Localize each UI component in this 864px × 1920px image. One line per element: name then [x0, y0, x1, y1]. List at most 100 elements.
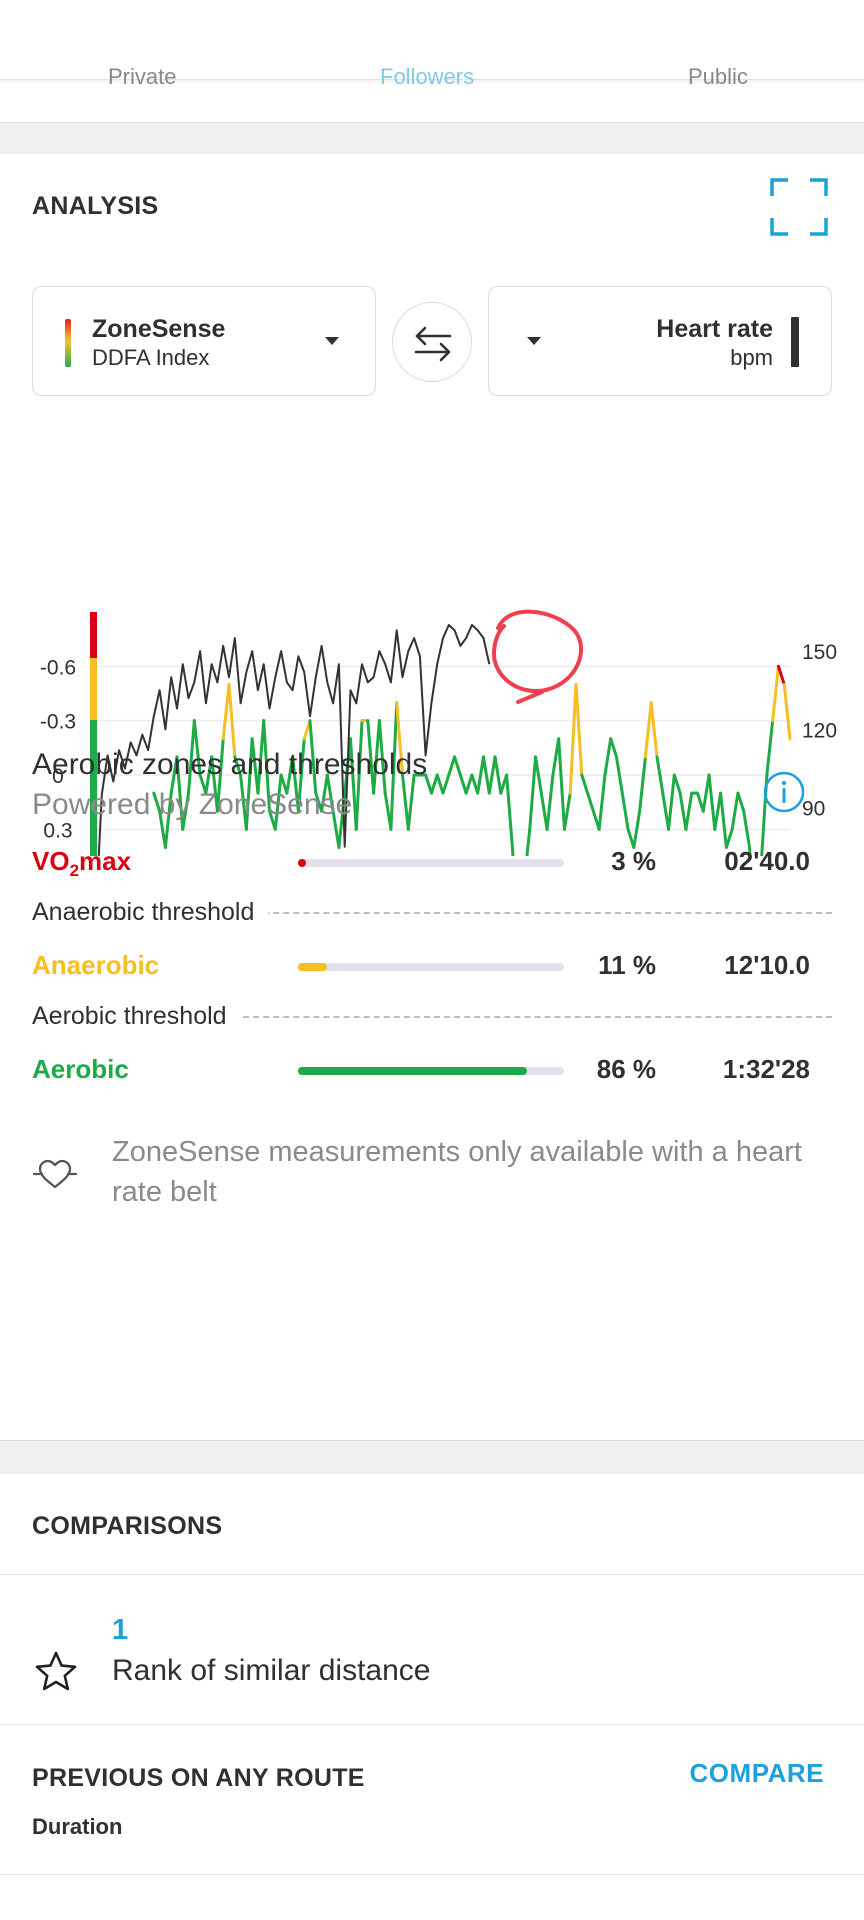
- zonesense-line-segment: [713, 791, 723, 831]
- divider: [0, 1724, 864, 1725]
- zonesense-line-segment: [458, 773, 468, 795]
- zonesense-line-segment: [487, 755, 497, 795]
- zonesense-line-segment: [736, 791, 746, 813]
- aerobic-threshold-label: Aerobic threshold: [32, 1002, 241, 1031]
- tab-followers[interactable]: Followers: [380, 64, 475, 89]
- comparisons-section: COMPARISONS 1 Rank of similar distance P…: [0, 1474, 864, 1920]
- zone-pct-anaerobic: 11 %: [598, 950, 656, 980]
- zonesense-line-segment: [395, 701, 405, 777]
- tab-private[interactable]: Private: [108, 64, 177, 89]
- zone-bar-fill: [298, 1067, 527, 1075]
- zonesense-line-segment: [638, 755, 647, 813]
- left-metric-sub: DDFA Index: [92, 345, 210, 370]
- zonesense-line-segment: [325, 773, 335, 813]
- annotation-stroke: [516, 690, 544, 704]
- zonesense-line-segment: [348, 737, 358, 831]
- swap-arrows-icon: [414, 326, 452, 362]
- y-right-tick: 90: [802, 798, 825, 821]
- zonesense-line-segment: [424, 773, 433, 795]
- zonesense-line-segment: [354, 719, 364, 831]
- analysis-chart[interactable]: -0.6-0.300.30.60.9150120906000'02.029'40…: [0, 436, 864, 856]
- zone-name-anaerobic: Anaerobic: [32, 950, 160, 980]
- caret-down-icon: [527, 337, 541, 345]
- zonesense-line-segment: [655, 755, 665, 795]
- zonesense-line-segment: [609, 737, 618, 759]
- zonesense-line-segment: [545, 773, 555, 831]
- zonesense-line-segment: [562, 791, 572, 831]
- zone-bar-fill: [298, 963, 328, 971]
- zonesense-line-segment: [742, 809, 752, 849]
- zonesense-line-segment: [158, 809, 167, 849]
- zonesense-line-segment: [320, 773, 329, 813]
- zonesense-line-segment: [534, 755, 543, 795]
- tab-public[interactable]: Public: [688, 64, 748, 89]
- annotation-circle: [491, 609, 584, 694]
- zone-time-vo2max: 02'40.0: [724, 846, 810, 876]
- info-icon[interactable]: [762, 770, 806, 814]
- zonesense-line-segment: [620, 791, 630, 831]
- analysis-title: ANALYSIS: [32, 192, 159, 220]
- zonesense-line-segment: [719, 791, 728, 849]
- zonesense-line-segment: [678, 791, 688, 831]
- comparisons-title: COMPARISONS: [32, 1512, 223, 1540]
- zonesense-line-segment: [661, 791, 671, 831]
- rank-label: Rank of similar distance: [112, 1654, 431, 1687]
- zones-subtitle: Powered by ZoneSense: [32, 788, 353, 821]
- zonesense-line-segment: [163, 791, 173, 849]
- privacy-tabs-bar: Private Followers Public: [0, 0, 864, 89]
- zonesense-gradient-icon: [65, 319, 71, 367]
- zone-pct-aerobic: 86 %: [596, 1054, 656, 1084]
- divider: [0, 1874, 864, 1875]
- zone-name-vo2max: VO2max: [32, 846, 132, 881]
- zonesense-line-segment: [181, 791, 191, 831]
- zonesense-line-segment: [701, 773, 711, 813]
- zonesense-line-segment: [597, 773, 607, 831]
- zonesense-line-segment: [771, 664, 780, 723]
- rank-value: 1: [112, 1614, 129, 1646]
- y-left-tick: 0: [52, 765, 64, 788]
- anaerobic-threshold-label: Anaerobic threshold: [32, 898, 269, 927]
- zonesense-line-segment: [244, 737, 254, 831]
- zonesense-line-segment: [221, 682, 231, 741]
- zonesense-line-segment: [528, 755, 538, 831]
- heart-rate-belt-icon: [32, 1159, 78, 1189]
- zonesense-line-segment: [389, 701, 399, 831]
- zonesense-line-segment: [464, 773, 474, 795]
- axis-zone-aerobic: [90, 720, 97, 856]
- zonesense-line-segment: [453, 755, 462, 777]
- compare-button[interactable]: COMPARE: [689, 1758, 824, 1788]
- zone-bar-vo2max: [298, 859, 564, 867]
- zonesense-line-segment: [586, 791, 595, 813]
- zonesense-line-segment: [175, 755, 185, 831]
- zonesense-line-segment: [476, 755, 485, 795]
- zonesense-line-segment: [447, 755, 457, 777]
- zonesense-line-segment: [192, 719, 202, 777]
- zone-row-anaerobic: Anaerobic 11 % 12'10.0: [0, 946, 864, 986]
- zonesense-line-segment: [776, 664, 786, 686]
- zone-row-vo2max: VO2max 3 % 02'40.0: [0, 842, 864, 882]
- zone-bar-fill: [298, 859, 306, 867]
- zonesense-line-segment: [525, 827, 532, 856]
- zonesense-line-segment: [285, 755, 295, 795]
- zonesense-line-segment: [429, 773, 439, 795]
- zonesense-line-segment: [643, 701, 653, 759]
- y-left-tick: -0.3: [40, 711, 76, 734]
- zonesense-line-segment: [557, 737, 566, 831]
- zone-time-aerobic: 1:32'28: [722, 1054, 810, 1084]
- zonesense-line-segment: [262, 719, 271, 813]
- zonesense-line-segment: [539, 791, 549, 831]
- section-gap: [0, 1440, 864, 1474]
- swap-metrics-button[interactable]: [392, 302, 472, 382]
- zonesense-line-segment: [291, 755, 300, 813]
- caret-down-icon: [325, 337, 339, 345]
- zonesense-line-segment: [239, 773, 248, 831]
- left-metric-selector[interactable]: ZoneSense DDFA Index: [32, 286, 376, 396]
- divider: [0, 1574, 864, 1575]
- y-right-tick: 150: [802, 641, 837, 664]
- zonesense-line-segment: [481, 755, 491, 795]
- right-metric-selector[interactable]: Heart rate bpm: [488, 286, 832, 396]
- threshold-divider: [32, 1016, 832, 1018]
- fullscreen-icon[interactable]: [770, 178, 828, 236]
- zonesense-line-segment: [568, 682, 578, 795]
- y-left-tick: 0.3: [43, 819, 72, 842]
